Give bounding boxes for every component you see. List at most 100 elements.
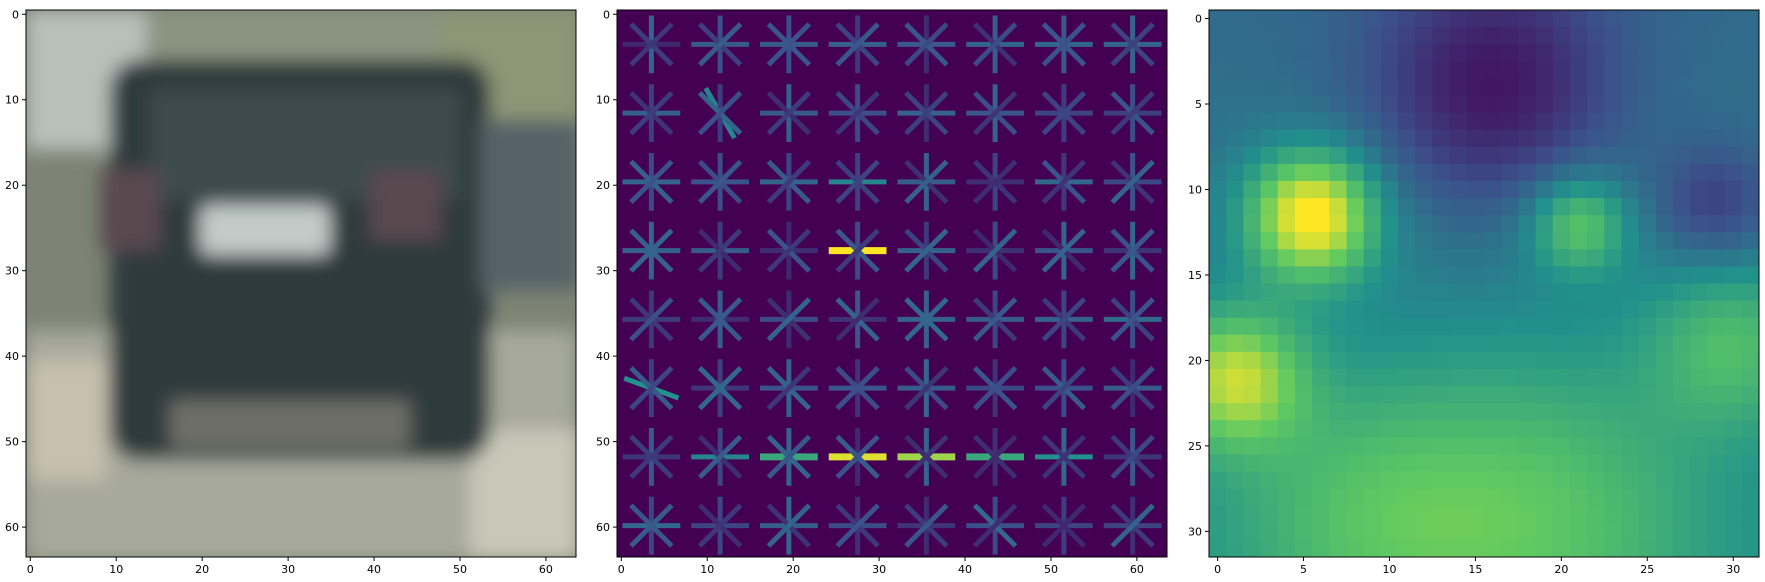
heatmap-cell: [1604, 112, 1623, 131]
heatmap-cell: [1277, 300, 1296, 319]
heatmap-cell: [1690, 300, 1709, 319]
hog-stroke: [1110, 365, 1155, 411]
heatmap-cell: [1346, 351, 1365, 370]
heatmap-cell: [1329, 146, 1348, 165]
heatmap-cell: [1741, 437, 1759, 456]
heatmap-cell: [1363, 215, 1382, 233]
heatmap-cell: [1312, 10, 1330, 28]
y-tick-label: 30: [596, 265, 610, 278]
heatmap-cell: [1398, 351, 1416, 370]
heatmap-cell: [1673, 232, 1691, 250]
hog-stroke: [835, 22, 880, 67]
heatmap-cell: [1466, 317, 1485, 336]
heatmap-cell: [1398, 180, 1416, 199]
heatmap-cell: [1690, 420, 1709, 438]
heatmap-cell: [1604, 334, 1623, 353]
heatmap-cell: [1363, 454, 1382, 473]
heatmap-panel: [1209, 10, 1759, 557]
heatmap-cell: [1501, 163, 1519, 182]
heatmap-cell: [1518, 437, 1537, 456]
heatmap-cell: [1604, 61, 1623, 79]
heatmap-cell: [1621, 266, 1640, 285]
heatmap-cell: [1501, 232, 1519, 250]
heatmap-cell: [1484, 198, 1502, 216]
heatmap-cell: [1363, 386, 1382, 404]
heatmap-cell: [1724, 78, 1743, 97]
heatmap-cell: [1484, 522, 1502, 541]
heatmap-cell: [1501, 266, 1519, 285]
heatmap-cell: [1518, 539, 1537, 557]
heatmap-cell: [1724, 386, 1743, 404]
heatmap-cell: [1621, 112, 1640, 131]
heatmap-cell: [1690, 112, 1709, 131]
heatmap-cell: [1329, 112, 1348, 131]
heatmap-cell: [1724, 488, 1743, 507]
heatmap-cell: [1329, 129, 1348, 148]
heatmap-cell: [1690, 95, 1709, 114]
hog-stroke: [697, 434, 743, 480]
heatmap-cell: [1294, 403, 1313, 421]
heatmap-cell: [1209, 215, 1227, 233]
heatmap-cell: [1501, 61, 1519, 79]
heatmap-cell: [1398, 403, 1416, 421]
heatmap-cell: [1226, 300, 1244, 319]
heatmap-cell: [1243, 129, 1262, 148]
heatmap-cell: [1466, 300, 1485, 319]
heatmap-cell: [1587, 266, 1605, 285]
heatmap-cell: [1398, 488, 1416, 507]
heatmap-cell: [1655, 300, 1674, 319]
heatmap-cell: [1518, 368, 1537, 387]
heatmap-cell: [1569, 471, 1588, 490]
heatmap-cell: [1655, 163, 1674, 182]
heatmap-cell: [1415, 27, 1434, 45]
heatmap-cell: [1690, 180, 1709, 199]
heatmap-cell: [1741, 215, 1759, 233]
hog-stroke: [972, 365, 1018, 411]
heatmap-cell: [1346, 403, 1365, 421]
heatmap-cell: [1346, 198, 1365, 216]
heatmap-cell: [1621, 283, 1640, 302]
heatmap-cell: [1380, 95, 1399, 114]
heatmap-cell: [1226, 27, 1244, 45]
heatmap-cell: [1398, 368, 1416, 387]
heatmap-cell: [1209, 163, 1227, 182]
heatmap-cell: [1621, 351, 1640, 370]
heatmap-cell: [1277, 471, 1296, 490]
heatmap-cell: [1535, 386, 1554, 404]
heatmap-cell: [1604, 215, 1623, 233]
heatmap-cell: [1209, 10, 1227, 28]
heatmap-cell: [1604, 78, 1623, 97]
heatmap-cell: [1741, 505, 1759, 524]
heatmap-cell: [1277, 351, 1296, 370]
heatmap-cell: [1243, 471, 1262, 490]
heatmap-cell: [1432, 10, 1451, 28]
hog-stroke: [972, 297, 1018, 342]
heatmap-cell: [1449, 539, 1468, 557]
heatmap-cell: [1415, 61, 1434, 79]
heatmap-cell: [1346, 27, 1365, 45]
heatmap-cell: [1569, 78, 1588, 97]
heatmap-cell: [1209, 300, 1227, 319]
heatmap-cell: [1277, 334, 1296, 353]
heatmap-cell: [1277, 232, 1296, 250]
heatmap-cell: [1741, 403, 1759, 421]
heatmap-cell: [1260, 198, 1279, 216]
heatmap-cell: [1535, 283, 1554, 302]
heatmap-cell: [1741, 471, 1759, 490]
heatmap-cell: [1260, 146, 1279, 165]
hog-stroke: [629, 434, 674, 480]
heatmap-cell: [1690, 163, 1709, 182]
heatmap-cell: [1638, 95, 1657, 114]
heatmap-cell: [1243, 163, 1262, 182]
heatmap-cell: [1655, 539, 1674, 557]
heatmap-cell: [1398, 112, 1416, 131]
heatmap-cell: [1466, 454, 1485, 473]
heatmap-cell: [1346, 232, 1365, 250]
heatmap-cell: [1484, 454, 1502, 473]
heatmap-cell: [1655, 420, 1674, 438]
heatmap-cell: [1260, 471, 1279, 490]
heatmap-cell: [1449, 351, 1468, 370]
heatmap-cell: [1432, 27, 1451, 45]
heatmap-cell: [1638, 386, 1657, 404]
x-tick-label: 60: [1130, 563, 1144, 576]
